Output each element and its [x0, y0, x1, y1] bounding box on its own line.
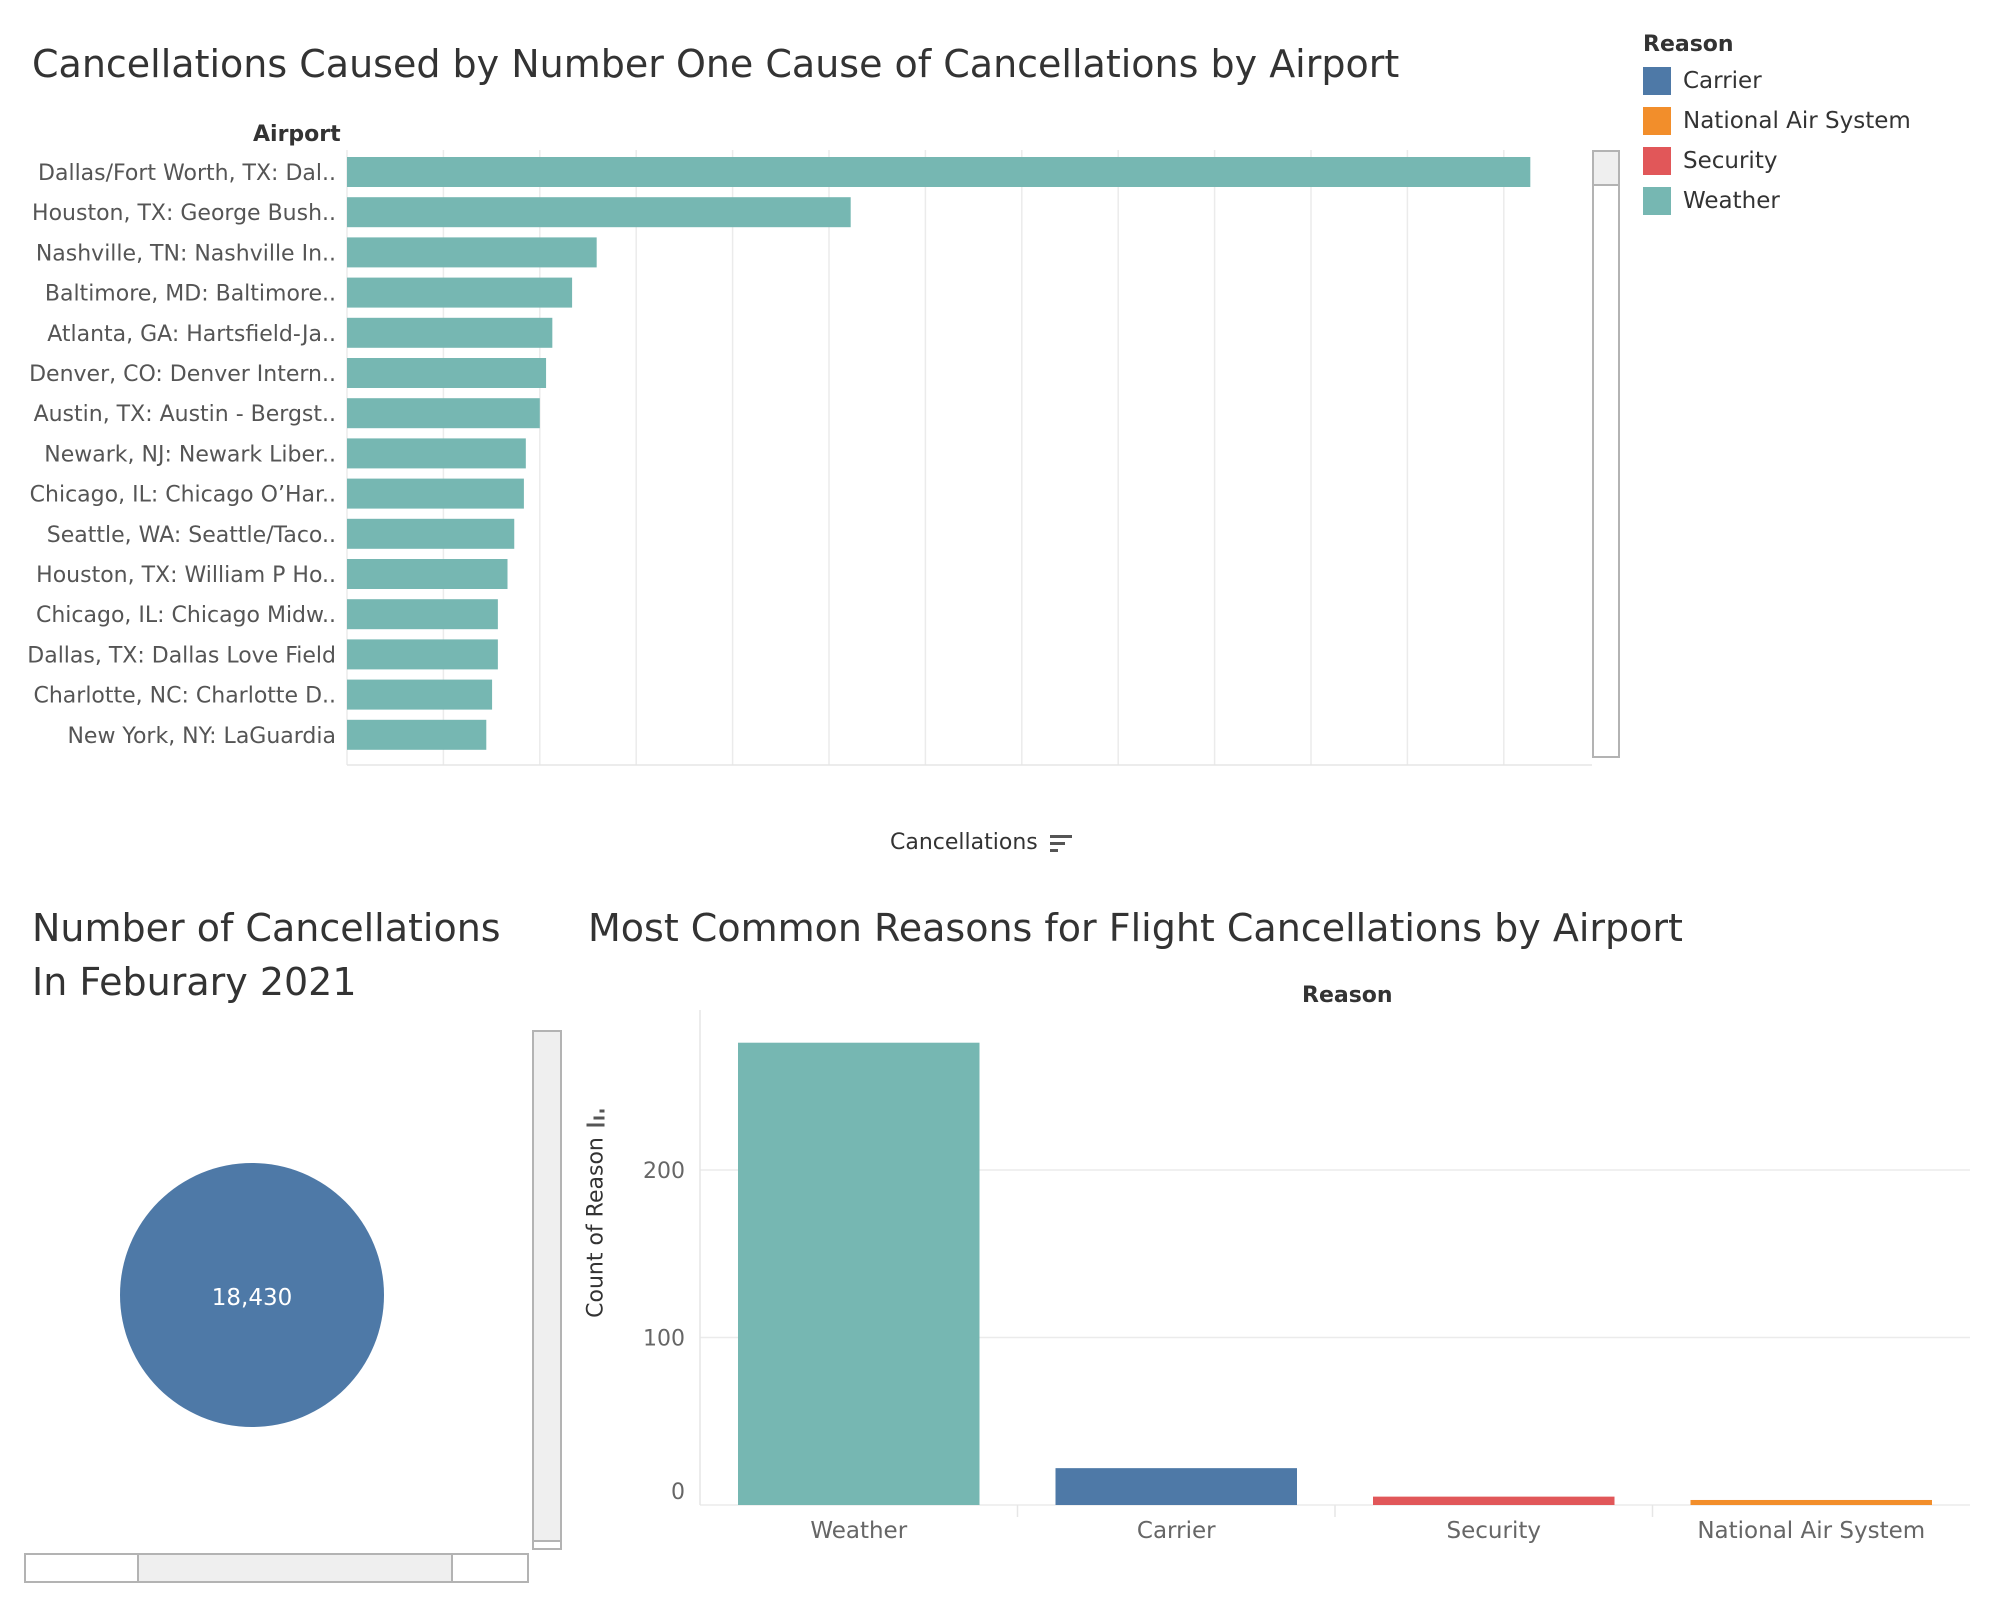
airport-label: Baltimore, MD: Baltimore..	[45, 282, 336, 307]
airport-label: Charlotte, NC: Charlotte D..	[33, 684, 336, 709]
airport-label: Denver, CO: Denver Intern..	[29, 362, 336, 387]
reason-bar[interactable]	[1373, 1496, 1615, 1505]
airport-bar[interactable]	[347, 157, 1531, 187]
x-tick-label: 1200	[905, 779, 961, 780]
airport-bar[interactable]	[347, 719, 487, 750]
x-tick-label: 200	[430, 779, 472, 780]
airport-label: Houston, TX: George Bush..	[32, 201, 336, 226]
airport-bar[interactable]	[347, 358, 547, 388]
airport-label: Newark, NJ: Newark Liber..	[44, 442, 336, 467]
x-tick-label: 2200	[1387, 779, 1443, 780]
airport-label: Dallas, TX: Dallas Love Field	[27, 643, 336, 668]
cancellations-axis-label: Cancellations	[890, 830, 1038, 855]
x-tick-label: 800	[720, 779, 762, 780]
airport-label: Seattle, WA: Seattle/Taco..	[47, 523, 336, 548]
cancellations-axis-title[interactable]: Cancellations	[890, 830, 1072, 855]
airport-bar[interactable]	[347, 438, 526, 469]
kpi-title-line2: In Feburary 2021	[32, 960, 357, 1004]
airport-bar[interactable]	[347, 639, 498, 670]
legend-item[interactable]: Security	[1643, 146, 1777, 176]
kpi-circle-chart: 18,430	[120, 1163, 384, 1427]
reason-label: Security	[1447, 1518, 1541, 1544]
airport-bar[interactable]	[347, 679, 493, 710]
reason-label: National Air System	[1697, 1518, 1925, 1544]
legend-label: Security	[1683, 148, 1778, 174]
count-of-reason-label: Count of Reason	[583, 1137, 609, 1318]
airport-bar[interactable]	[347, 518, 515, 549]
bottom-bar-chart: 0 100 200 Weather Carrier Security National Ai…	[643, 1010, 1970, 1544]
airport-bar[interactable]	[347, 599, 498, 630]
x-tick-label: 600	[623, 779, 665, 780]
airport-row-header: Airport	[253, 122, 341, 147]
legend-swatch	[1643, 107, 1671, 135]
reason-column-header: Reason	[1302, 983, 1393, 1008]
sort-ascending-icon[interactable]	[586, 1107, 606, 1127]
x-tick-label: 1000	[809, 779, 865, 780]
top-chart-scrollbar[interactable]	[1592, 150, 1620, 758]
airport-label: Chicago, IL: Chicago O’Har..	[30, 483, 336, 508]
legend-label: National Air System	[1683, 108, 1911, 134]
count-of-reason-axis-title[interactable]: Count of Reason	[584, 1093, 609, 1333]
reason-label: Carrier	[1137, 1518, 1216, 1544]
airport-label: Austin, TX: Austin - Bergst..	[34, 402, 336, 427]
kpi-vertical-scrollbar[interactable]	[532, 1030, 562, 1550]
legend-item[interactable]: Carrier	[1643, 66, 1762, 96]
x-tick-label: 2400	[1484, 779, 1540, 780]
airport-bar[interactable]	[347, 277, 573, 308]
legend-item[interactable]: National Air System	[1643, 106, 1911, 136]
reason-label: Weather	[810, 1518, 907, 1544]
legend-swatch	[1643, 147, 1671, 175]
legend-label: Carrier	[1683, 68, 1762, 94]
x-tick-label: 1600	[1098, 779, 1154, 780]
x-tick-label: 1400	[1002, 779, 1058, 780]
airport-label: New York, NY: LaGuardia	[67, 724, 336, 749]
airport-bar[interactable]	[347, 237, 597, 268]
airport-bar[interactable]	[347, 317, 553, 348]
top-chart-scrollbar-thumb[interactable]	[1594, 152, 1618, 186]
y-tick-label: 0	[671, 1480, 685, 1505]
y-tick-label: 100	[643, 1327, 685, 1352]
legend-swatch	[1643, 67, 1671, 95]
y-tick-label: 200	[643, 1159, 685, 1184]
airport-bar[interactable]	[347, 559, 508, 589]
x-tick-label: 0	[348, 779, 362, 780]
airport-label: Houston, TX: William P Ho..	[36, 563, 336, 588]
airport-label: Dallas/Fort Worth, TX: Dal..	[38, 161, 336, 186]
x-tick-label: 1800	[1195, 779, 1251, 780]
airport-bar[interactable]	[347, 197, 851, 228]
x-tick-label: 400	[527, 779, 569, 780]
top-bar-chart: 0 200 400 600 800 1000 1200 1400 1600 1800 2000 220…	[27, 150, 1592, 780]
x-tick-label: 2000	[1291, 779, 1347, 780]
kpi-horizontal-scrollbar[interactable]	[24, 1553, 529, 1583]
kpi-value: 18,430	[212, 1285, 292, 1311]
reason-bar[interactable]	[1690, 1499, 1933, 1505]
legend-swatch	[1643, 187, 1671, 215]
airport-bar[interactable]	[347, 478, 524, 509]
kpi-title-line1: Number of Cancellations	[32, 906, 501, 950]
sort-descending-icon[interactable]	[1049, 833, 1072, 853]
kpi-circle	[120, 1163, 384, 1427]
top-chart-title: Cancellations Caused by Number One Cause…	[32, 42, 1400, 86]
reason-bar[interactable]	[1055, 1468, 1298, 1505]
legend-title: Reason	[1643, 32, 1734, 57]
airport-label: Atlanta, GA: Hartsfield-Ja..	[47, 322, 336, 347]
legend-label: Weather	[1683, 188, 1780, 214]
kpi-horizontal-scrollbar-thumb[interactable]	[137, 1555, 453, 1581]
reason-bar[interactable]	[738, 1042, 980, 1505]
airport-label: Nashville, TN: Nashville In..	[36, 241, 336, 266]
legend-item[interactable]: Weather	[1643, 186, 1780, 216]
airport-bar[interactable]	[347, 398, 540, 429]
bottom-chart-title: Most Common Reasons for Flight Cancellat…	[588, 906, 1683, 950]
airport-label: Chicago, IL: Chicago Midw..	[36, 603, 336, 628]
